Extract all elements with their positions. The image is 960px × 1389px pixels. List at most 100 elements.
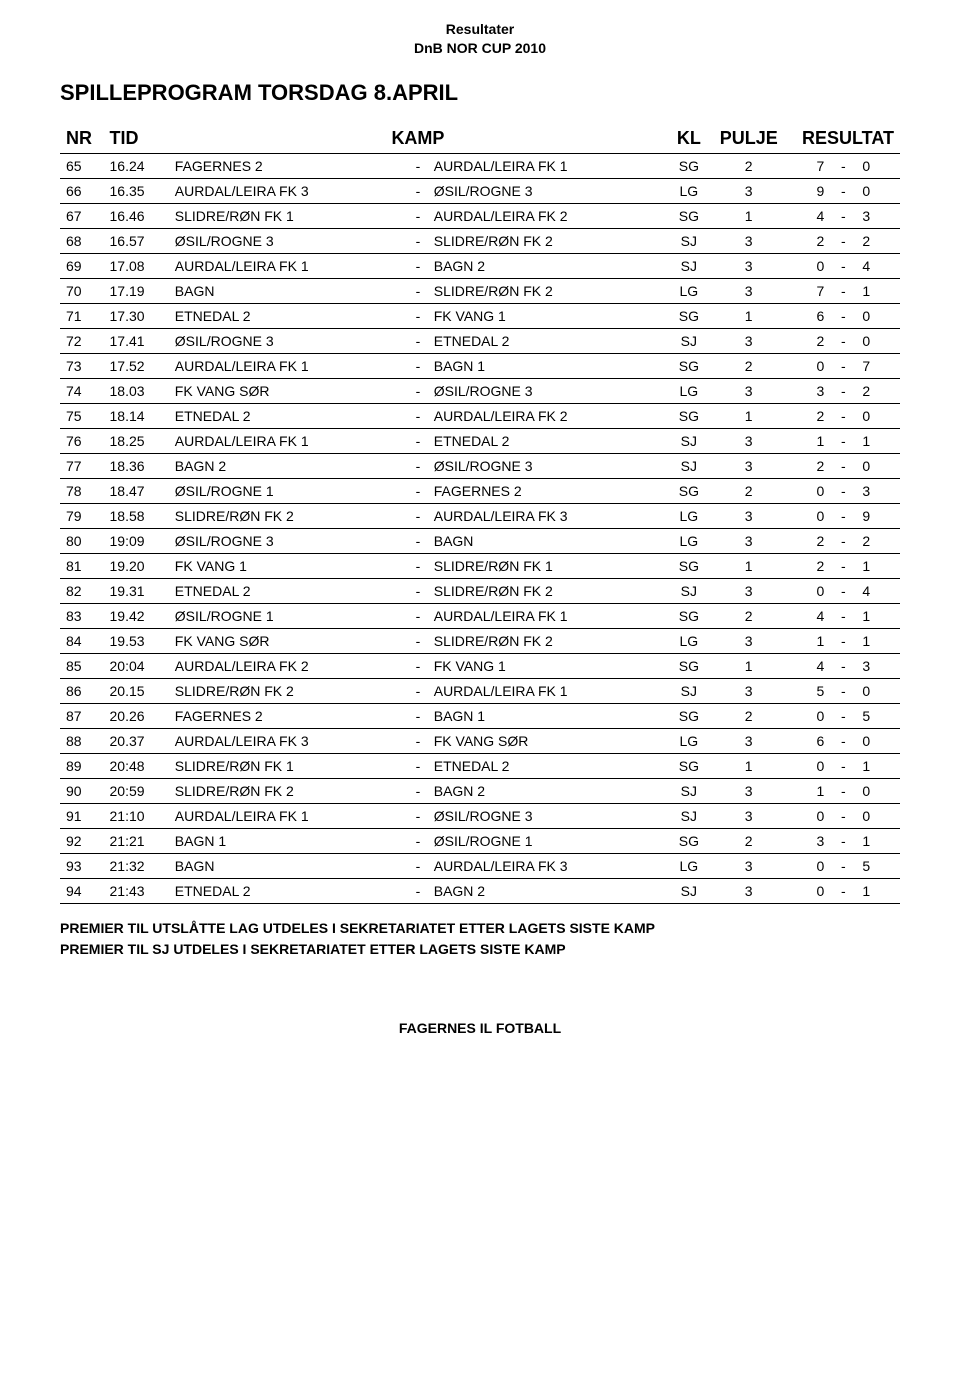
cell-pulje: 3 [711, 628, 787, 653]
cell-pulje: 1 [711, 203, 787, 228]
cell-dash: - [408, 203, 428, 228]
cell-team1: BAGN [169, 278, 408, 303]
cell-team2: FK VANG 1 [428, 303, 667, 328]
cell-score1: 0 [787, 253, 831, 278]
cell-score-dash: - [830, 303, 856, 328]
cell-score-dash: - [830, 328, 856, 353]
cell-team1: FAGERNES 2 [169, 153, 408, 178]
cell-score1: 0 [787, 478, 831, 503]
col-tid: TID [104, 124, 169, 154]
cell-team2: ØSIL/ROGNE 3 [428, 378, 667, 403]
cell-score2: 0 [856, 303, 900, 328]
cell-tid: 17.41 [104, 328, 169, 353]
cell-kl: SG [667, 403, 711, 428]
table-row: 7418.03FK VANG SØR-ØSIL/ROGNE 3LG33-2 [60, 378, 900, 403]
cell-kl: SG [667, 553, 711, 578]
cell-team1: AURDAL/LEIRA FK 3 [169, 178, 408, 203]
cell-nr: 83 [60, 603, 104, 628]
cell-score2: 1 [856, 628, 900, 653]
cell-score2: 1 [856, 603, 900, 628]
cell-team2: SLIDRE/RØN FK 2 [428, 228, 667, 253]
cell-pulje: 3 [711, 578, 787, 603]
table-row: 9221:21BAGN 1-ØSIL/ROGNE 1SG23-1 [60, 828, 900, 853]
cell-kl: SG [667, 303, 711, 328]
cell-team1: AURDAL/LEIRA FK 2 [169, 653, 408, 678]
cell-nr: 92 [60, 828, 104, 853]
cell-score-dash: - [830, 778, 856, 803]
cell-tid: 20:48 [104, 753, 169, 778]
cell-nr: 76 [60, 428, 104, 453]
cell-pulje: 3 [711, 428, 787, 453]
cell-nr: 87 [60, 703, 104, 728]
cell-score1: 2 [787, 553, 831, 578]
cell-score2: 5 [856, 703, 900, 728]
cell-dash: - [408, 678, 428, 703]
cell-tid: 18.03 [104, 378, 169, 403]
cell-score2: 0 [856, 453, 900, 478]
cell-tid: 18.47 [104, 478, 169, 503]
cell-tid: 21:43 [104, 878, 169, 903]
cell-score2: 1 [856, 878, 900, 903]
cell-nr: 68 [60, 228, 104, 253]
cell-score2: 0 [856, 403, 900, 428]
cell-team2: AURDAL/LEIRA FK 2 [428, 203, 667, 228]
cell-score2: 3 [856, 203, 900, 228]
cell-dash: - [408, 653, 428, 678]
table-row: 6616.35AURDAL/LEIRA FK 3-ØSIL/ROGNE 3LG3… [60, 178, 900, 203]
cell-nr: 69 [60, 253, 104, 278]
cell-pulje: 3 [711, 878, 787, 903]
cell-score-dash: - [830, 528, 856, 553]
cell-score1: 2 [787, 528, 831, 553]
cell-pulje: 2 [711, 603, 787, 628]
cell-team2: BAGN [428, 528, 667, 553]
cell-dash: - [408, 753, 428, 778]
cell-score-dash: - [830, 853, 856, 878]
cell-score1: 1 [787, 428, 831, 453]
cell-dash: - [408, 728, 428, 753]
cell-score2: 1 [856, 428, 900, 453]
cell-dash: - [408, 428, 428, 453]
cell-nr: 86 [60, 678, 104, 703]
table-row: 8620.15SLIDRE/RØN FK 2-AURDAL/LEIRA FK 1… [60, 678, 900, 703]
cell-dash: - [408, 853, 428, 878]
cell-team2: ETNEDAL 2 [428, 753, 667, 778]
doc-header: Resultater DnB NOR CUP 2010 [60, 20, 900, 58]
cell-tid: 20.37 [104, 728, 169, 753]
cell-score-dash: - [830, 478, 856, 503]
cell-tid: 18.25 [104, 428, 169, 453]
cell-score1: 2 [787, 403, 831, 428]
cell-nr: 77 [60, 453, 104, 478]
cell-pulje: 2 [711, 478, 787, 503]
cell-pulje: 3 [711, 803, 787, 828]
cell-team1: AURDAL/LEIRA FK 3 [169, 728, 408, 753]
cell-score2: 4 [856, 253, 900, 278]
cell-kl: SJ [667, 878, 711, 903]
cell-team2: ETNEDAL 2 [428, 328, 667, 353]
cell-score2: 0 [856, 778, 900, 803]
cell-dash: - [408, 403, 428, 428]
cell-score2: 1 [856, 753, 900, 778]
cell-dash: - [408, 803, 428, 828]
results-table: NR TID KAMP KL PULJE RESULTAT 6516.24FAG… [60, 124, 900, 904]
cell-kl: SJ [667, 328, 711, 353]
cell-dash: - [408, 578, 428, 603]
cell-dash: - [408, 878, 428, 903]
cell-score-dash: - [830, 878, 856, 903]
cell-dash: - [408, 778, 428, 803]
cell-nr: 80 [60, 528, 104, 553]
cell-score1: 3 [787, 828, 831, 853]
cell-pulje: 2 [711, 353, 787, 378]
cell-kl: SG [667, 153, 711, 178]
table-row: 7518.14ETNEDAL 2-AURDAL/LEIRA FK 2SG12-0 [60, 403, 900, 428]
cell-dash: - [408, 478, 428, 503]
table-row: 6516.24FAGERNES 2-AURDAL/LEIRA FK 1SG27-… [60, 153, 900, 178]
cell-score-dash: - [830, 678, 856, 703]
cell-team2: FK VANG SØR [428, 728, 667, 753]
col-kl: KL [667, 124, 711, 154]
cell-nr: 79 [60, 503, 104, 528]
cell-team2: AURDAL/LEIRA FK 1 [428, 678, 667, 703]
cell-kl: LG [667, 503, 711, 528]
cell-dash: - [408, 228, 428, 253]
page-title: SPILLEPROGRAM TORSDAG 8.APRIL [60, 80, 900, 106]
cell-team1: AURDAL/LEIRA FK 1 [169, 803, 408, 828]
